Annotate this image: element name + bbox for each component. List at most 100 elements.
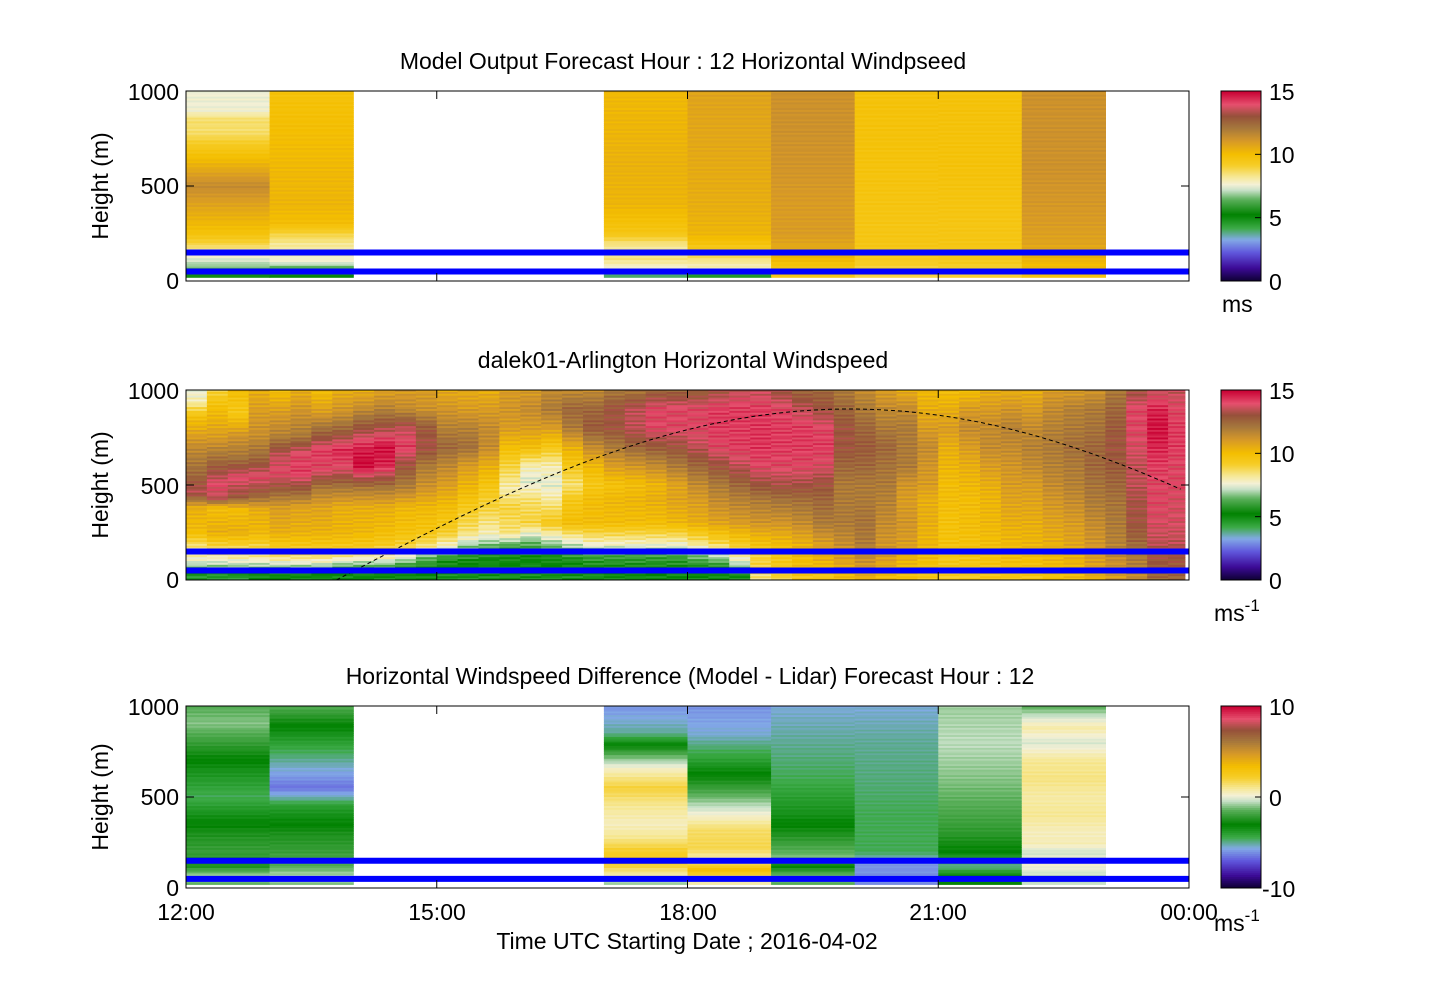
heatmap-cell	[206, 526, 229, 530]
heatmap-cell	[248, 473, 271, 477]
heatmap-cell	[938, 412, 960, 416]
heatmap-cell	[227, 557, 250, 560]
heatmap-cell	[1021, 187, 1106, 191]
heatmap-cell	[311, 467, 333, 471]
heatmap-cell	[353, 431, 375, 435]
heatmap-cell	[499, 490, 521, 494]
heatmap-cell	[583, 429, 605, 433]
heatmap-cell	[938, 153, 1023, 157]
heatmap-cell	[562, 564, 584, 568]
heatmap-cell	[750, 412, 772, 416]
heatmap-cell	[269, 530, 292, 534]
heatmap-cell	[812, 475, 835, 478]
heatmap-cell	[248, 526, 271, 530]
heatmap-cell	[624, 477, 647, 480]
heatmap-cell	[374, 542, 396, 545]
heatmap-cell	[729, 576, 751, 579]
heatmap-cell	[603, 127, 689, 130]
heatmap-cell	[645, 572, 668, 575]
heatmap-cell	[1021, 254, 1106, 257]
heatmap-cell	[415, 559, 438, 562]
heatmap-cell	[332, 532, 354, 535]
heatmap-cell	[624, 410, 647, 414]
heatmap-cell	[771, 134, 856, 138]
heatmap-cell	[374, 496, 396, 499]
heatmap-cell	[771, 439, 793, 442]
heatmap-cell	[729, 496, 751, 499]
heatmap-cell	[478, 424, 500, 427]
heatmap-cell	[541, 454, 563, 458]
heatmap-cell	[227, 473, 250, 477]
heatmap-cell	[854, 530, 877, 534]
heatmap-cell	[896, 486, 918, 490]
heatmap-cell	[541, 481, 563, 484]
heatmap-cell	[875, 450, 898, 454]
heatmap-cell	[353, 390, 375, 393]
heatmap-cell	[227, 410, 250, 414]
heatmap-cell	[332, 397, 354, 401]
heatmap-cell	[206, 572, 229, 575]
heatmap-cell	[708, 526, 730, 530]
heatmap-cell	[436, 407, 459, 410]
heatmap-cell	[311, 471, 333, 475]
heatmap-cell	[603, 108, 689, 111]
heatmap-cell	[624, 426, 647, 429]
heatmap-cell	[227, 504, 250, 507]
heatmap-cell	[980, 422, 1002, 425]
heatmap-cell	[875, 429, 898, 433]
heatmap-cell	[1000, 574, 1023, 577]
heatmap-cell	[980, 448, 1002, 452]
heatmap-cell	[896, 401, 918, 404]
heatmap-cell	[603, 471, 626, 475]
heatmap-cell	[478, 486, 500, 490]
heatmap-cell	[353, 559, 375, 562]
heatmap-cell	[666, 469, 689, 473]
heatmap-cell	[290, 437, 312, 440]
heatmap-cell	[854, 224, 939, 227]
heatmap-cell	[624, 405, 647, 408]
heatmap-cell	[687, 225, 772, 229]
heatmap-cell	[353, 538, 375, 541]
heatmap-cell	[457, 545, 480, 549]
heatmap-cell	[562, 494, 584, 497]
heatmap-cell	[1021, 405, 1044, 408]
heatmap-cell	[833, 443, 856, 446]
heatmap-cell	[583, 477, 605, 480]
heatmap-cell	[395, 479, 417, 482]
heatmap-cell	[186, 155, 271, 159]
heatmap-cell	[666, 485, 689, 488]
heatmap-cell	[332, 479, 354, 482]
heatmap-cell	[395, 395, 417, 399]
heatmap-cell	[833, 574, 856, 577]
heatmap-cell	[457, 559, 480, 562]
heatmap-cell	[248, 488, 271, 492]
heatmap-cell	[1000, 496, 1023, 499]
heatmap-cell	[729, 564, 751, 568]
heatmap-cell	[206, 578, 229, 580]
heatmap-cell	[269, 559, 292, 562]
heatmap-cell	[457, 390, 480, 393]
heatmap-cell	[415, 462, 438, 465]
heatmap-cell	[666, 553, 689, 556]
heatmap-cell	[624, 416, 647, 420]
heatmap-cell	[269, 542, 292, 545]
colorbar-swatch	[1221, 245, 1261, 248]
heatmap-cell	[206, 502, 229, 505]
heatmap-cell	[227, 523, 250, 526]
heatmap-cell	[980, 553, 1002, 556]
heatmap-cell	[896, 443, 918, 446]
heatmap-cell	[854, 193, 939, 197]
heatmap-cell	[875, 496, 898, 499]
heatmap-cell	[603, 445, 626, 448]
heatmap-cell	[708, 486, 730, 490]
heatmap-cell	[812, 445, 835, 448]
heatmap-cell	[395, 507, 417, 511]
heatmap-cell	[624, 471, 647, 475]
heatmap-cell	[603, 184, 689, 187]
heatmap-cell	[666, 390, 689, 393]
heatmap-cell	[938, 439, 960, 442]
heatmap-cell	[875, 403, 898, 406]
heatmap-cell	[206, 390, 229, 393]
heatmap-cell	[206, 467, 229, 471]
heatmap-cell	[708, 452, 730, 456]
